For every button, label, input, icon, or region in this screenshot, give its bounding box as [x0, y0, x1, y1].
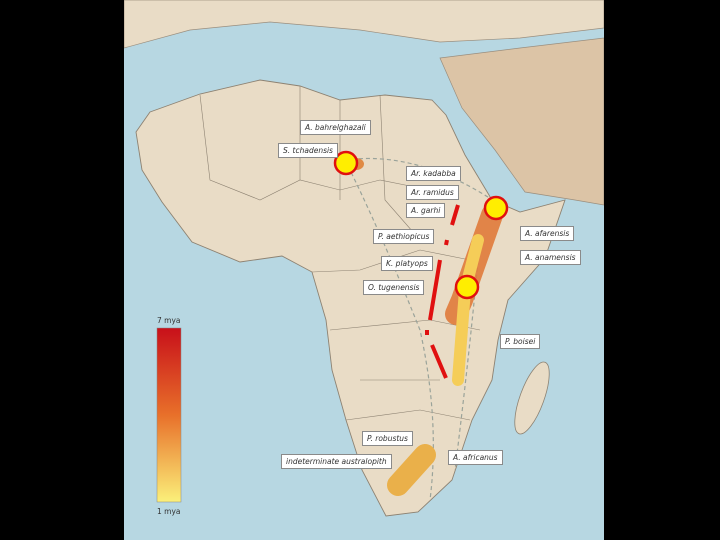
- label-a-africanus: A. africanus: [448, 450, 503, 465]
- site-marker-ethiopia: [483, 195, 509, 221]
- label-o-tugenensis: O. tugenensis: [363, 280, 425, 295]
- label-s-tchadensis: S. tchadensis: [278, 143, 338, 158]
- label-p-boisei: P. boisei: [500, 334, 541, 349]
- label-a-garhi: A. garhi: [406, 203, 446, 218]
- site-marker-kenya: [454, 274, 480, 300]
- europe-landmass: [124, 0, 604, 49]
- legend-top-label: 7 mya: [157, 316, 181, 325]
- legend-gradient-bar: [156, 327, 182, 503]
- label-ar-ramidus: Ar. ramidus: [406, 185, 459, 200]
- label-p-robustus: P. robustus: [362, 431, 413, 446]
- label-a-afarensis: A. afarensis: [520, 226, 575, 241]
- south-africa-range: [387, 444, 436, 496]
- africa-hominin-map: [124, 0, 604, 540]
- madagascar: [514, 361, 550, 435]
- label-k-platyops: K. platyops: [381, 256, 433, 271]
- label-indeterminate-australopith: indeterminate australopith: [281, 454, 392, 469]
- label-ar-kadabba: Ar. kadabba: [406, 166, 461, 181]
- legend-bottom-label: 1 mya: [157, 507, 181, 516]
- rift-dashed-line: [425, 204, 460, 379]
- label-a-anamensis: A. anamensis: [520, 250, 581, 265]
- arabia-landmass: [439, 37, 604, 206]
- label-p-aethiopicus: P. aethiopicus: [373, 229, 435, 244]
- label-a-bahrelghazali: A. bahrelghazali: [300, 120, 371, 135]
- site-marker-chad: [333, 150, 359, 176]
